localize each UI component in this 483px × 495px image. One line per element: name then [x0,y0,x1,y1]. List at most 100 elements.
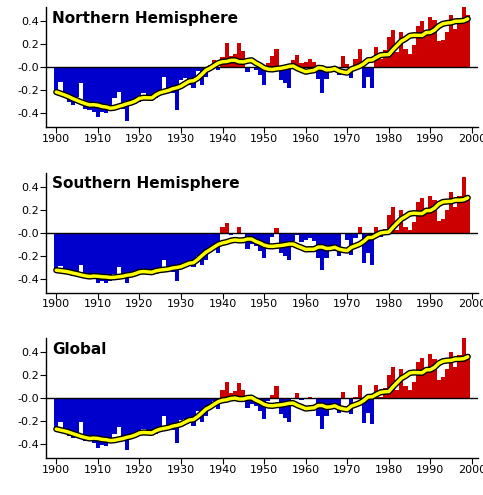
Bar [75,67,79,98]
Bar [241,390,245,398]
Bar [320,67,325,93]
Bar [191,233,196,267]
Bar [100,398,104,445]
Bar [225,382,229,398]
Bar [62,398,67,431]
Bar [370,398,374,425]
Bar [237,227,241,233]
Bar [333,67,337,70]
Bar [100,233,104,281]
Bar [337,67,341,75]
Bar [137,67,142,102]
Bar [266,63,270,67]
Bar [54,67,58,91]
Bar [366,233,370,253]
Bar [220,227,225,233]
Bar [408,390,412,398]
Bar [67,233,71,274]
Bar [466,196,470,233]
Bar [183,233,187,264]
Bar [258,233,262,251]
Bar [208,398,212,406]
Bar [325,67,328,79]
Bar [67,67,71,102]
Bar [449,352,453,398]
Bar [357,385,362,398]
Bar [291,60,295,67]
Bar [466,15,470,67]
Bar [462,177,466,233]
Bar [420,21,424,67]
Bar [354,233,357,239]
Bar [254,233,258,247]
Bar [424,212,428,233]
Bar [204,67,208,77]
Bar [270,233,274,237]
Bar [250,233,254,244]
Bar [150,233,154,271]
Bar [270,395,274,398]
Bar [191,67,196,88]
Bar [387,38,391,67]
Bar [391,367,395,398]
Bar [357,227,362,233]
Bar [199,398,204,422]
Bar [146,67,150,98]
Bar [432,200,437,233]
Bar [366,398,370,413]
Bar [245,233,250,249]
Bar [125,233,129,283]
Bar [333,398,337,408]
Bar [154,398,158,434]
Bar [391,31,395,67]
Bar [325,398,328,416]
Bar [362,233,366,263]
Bar [320,233,325,269]
Bar [383,388,387,398]
Bar [116,398,121,427]
Bar [121,67,125,109]
Bar [254,67,258,70]
Bar [291,233,295,241]
Bar [370,67,374,88]
Bar [279,233,283,253]
Bar [79,67,83,84]
Bar [437,221,441,233]
Bar [142,233,146,269]
Bar [258,398,262,411]
Bar [287,398,291,422]
Bar [453,207,457,233]
Bar [408,53,412,67]
Bar [129,67,133,104]
Bar [204,233,208,260]
Bar [432,20,437,67]
Bar [212,233,216,247]
Bar [345,233,349,240]
Bar [245,67,250,72]
Bar [96,67,100,117]
Bar [83,398,87,441]
Bar [341,392,345,398]
Bar [432,359,437,398]
Bar [345,64,349,67]
Bar [58,233,62,266]
Bar [58,398,62,422]
Bar [129,233,133,274]
Bar [457,355,462,398]
Bar [137,398,142,436]
Bar [196,233,199,256]
Bar [441,219,445,233]
Bar [304,233,308,240]
Bar [133,233,137,272]
Bar [187,67,191,85]
Bar [116,233,121,267]
Bar [295,233,299,235]
Bar [457,18,462,67]
Bar [54,233,58,269]
Bar [320,398,325,429]
Bar [229,394,233,398]
Bar [445,32,449,67]
Bar [279,398,283,414]
Bar [62,233,67,273]
Bar [437,380,441,398]
